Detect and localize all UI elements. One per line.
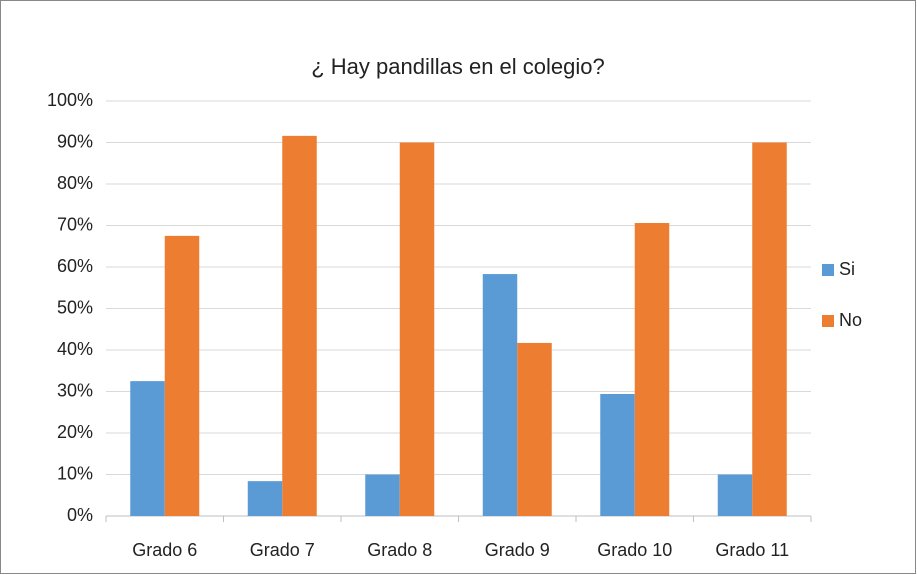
bar <box>399 142 435 516</box>
y-tick-label: 60% <box>57 256 93 276</box>
y-tick-label: 90% <box>57 131 93 151</box>
y-tick-label: 10% <box>57 463 93 483</box>
y-tick-label: 0% <box>67 505 93 525</box>
legend-label: No <box>839 310 862 330</box>
y-tick-label: 30% <box>57 380 93 400</box>
y-tick-label: 50% <box>57 297 93 317</box>
bar <box>482 274 518 516</box>
x-tick-label: Grado 7 <box>250 540 315 560</box>
x-tick-label: Grado 6 <box>132 540 197 560</box>
x-tick-label: Grado 10 <box>597 540 672 560</box>
bar <box>365 474 400 516</box>
x-tick-label: Grado 9 <box>485 540 550 560</box>
bar <box>130 381 165 516</box>
legend-label: Si <box>839 259 855 279</box>
chart-title: ¿ Hay pandillas en el colegio? <box>311 54 605 79</box>
y-tick-label: 80% <box>57 173 93 193</box>
bar <box>247 481 283 516</box>
y-tick-label: 70% <box>57 214 93 234</box>
bar <box>717 474 753 516</box>
x-tick-label: Grado 11 <box>715 540 789 560</box>
x-tick-label: Grado 8 <box>367 540 432 560</box>
y-tick-label: 100% <box>47 90 93 110</box>
bar <box>600 393 635 516</box>
y-tick-label: 20% <box>57 422 93 442</box>
bar <box>752 142 787 516</box>
legend-swatch <box>822 264 834 276</box>
bar <box>164 235 200 516</box>
bar <box>634 223 670 516</box>
bar <box>517 342 552 516</box>
y-tick-label: 40% <box>57 339 93 359</box>
bar <box>282 135 317 517</box>
legend-swatch <box>822 315 834 327</box>
